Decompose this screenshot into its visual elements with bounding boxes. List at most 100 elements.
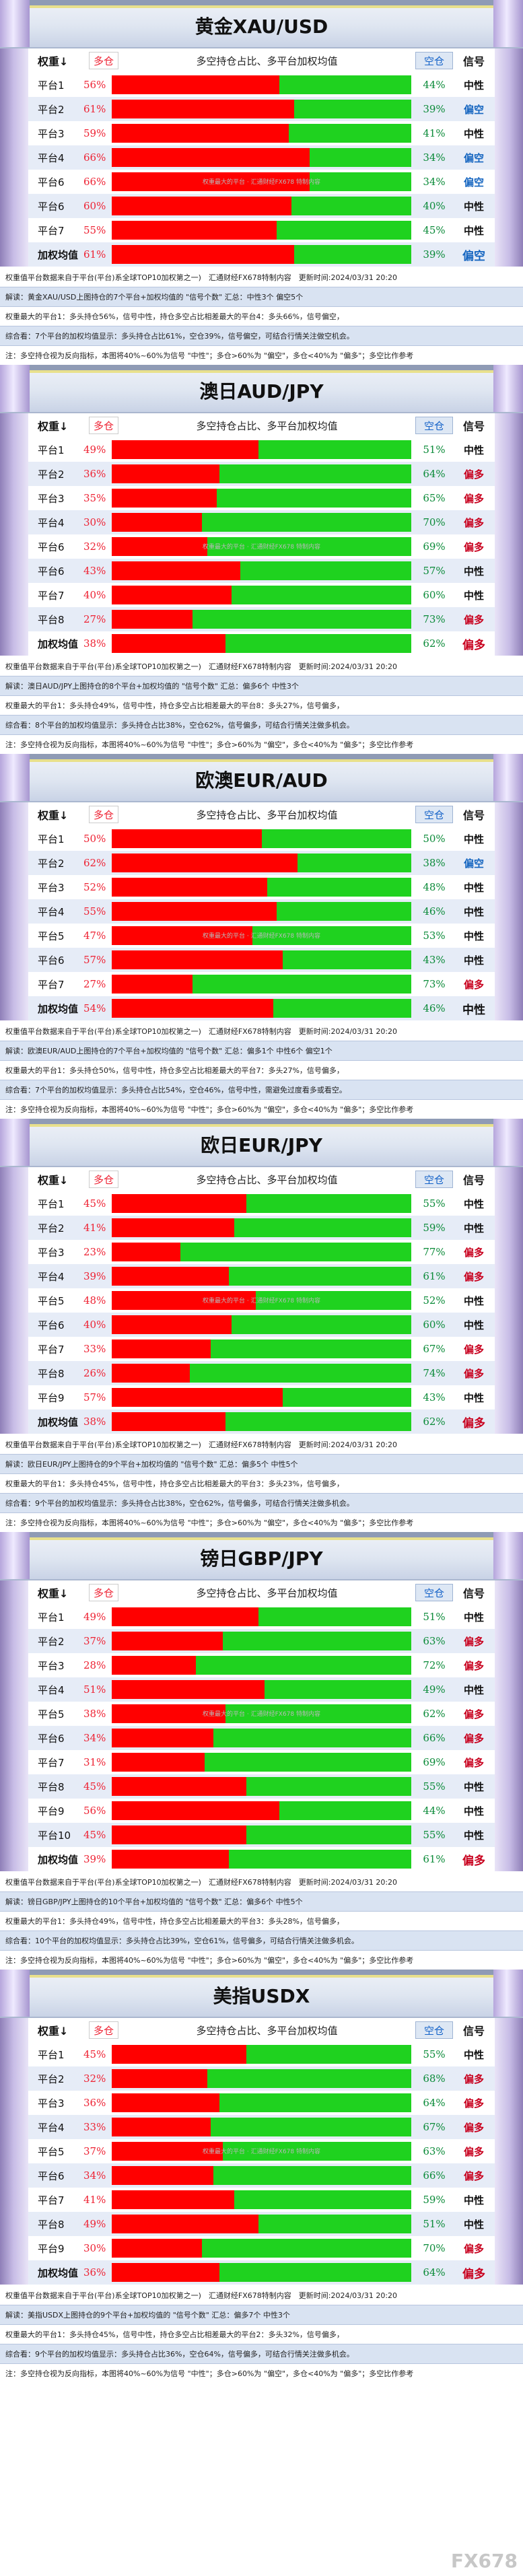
long-percent: 66%	[83, 151, 106, 164]
short-percent: 41%	[423, 127, 446, 139]
signal-label: 偏多	[462, 1854, 485, 1868]
long-percent: 55%	[83, 905, 106, 917]
position-bar	[112, 878, 411, 897]
platform-row: 平台6 43% 57% 中性	[28, 559, 495, 583]
long-percent: 31%	[83, 1756, 106, 1768]
short-bar-segment	[258, 440, 411, 459]
platform-name: 平台5	[38, 1294, 65, 1307]
frame-post-right	[493, 754, 523, 801]
short-bar-segment	[279, 75, 411, 94]
long-percent: 35%	[83, 492, 106, 504]
short-percent: 66%	[423, 1732, 446, 1744]
long-percent: 49%	[83, 1611, 106, 1623]
panel-body: 权重↓ 多仓 多空持仓占比、多平台加权均值 空仓 信号 平台1 50% 50% 中性 平台2 62%…	[0, 802, 523, 1020]
short-percent: 73%	[423, 978, 446, 990]
platform-name: 平台1	[38, 79, 65, 92]
short-bar-segment	[258, 2215, 411, 2233]
panel-body: 权重↓ 多仓 多空持仓占比、多平台加权均值 空仓 信号 平台1 49% 51% 中性 平台2 36%…	[0, 413, 523, 656]
platform-name: 平台8	[38, 2218, 65, 2231]
long-bar-segment	[112, 513, 202, 532]
short-bar-segment	[213, 1729, 411, 1747]
long-bar-segment	[112, 854, 298, 872]
long-percent: 36%	[83, 2266, 106, 2278]
signal-label: 偏多	[463, 2121, 484, 2134]
note-line: 权重最大的平台1：多头持仓45%，信号中性，持仓多空占比相差最大的平台3：多头2…	[0, 1474, 523, 1493]
signal-label: 中性	[463, 1611, 484, 1624]
platform-row: 平台8 26% 74% 偏多	[28, 1361, 495, 1385]
frame-strip	[30, 754, 493, 759]
platform-row: 平台4 30% 70% 偏多	[28, 510, 495, 534]
header-long: 多仓	[89, 417, 118, 434]
watermark-text: 权重最大的平台 · 汇通财经FX678 特制内容	[203, 179, 320, 186]
long-bar-segment	[112, 586, 232, 604]
long-bar-segment	[112, 2118, 211, 2136]
short-percent: 68%	[423, 2073, 446, 2085]
signal-label: 中性	[463, 833, 484, 845]
position-bar	[112, 999, 411, 1018]
short-bar-segment	[294, 100, 411, 118]
platform-row: 平台2 37% 63% 偏多	[28, 1629, 495, 1653]
platform-name: 平台4	[38, 516, 65, 529]
platform-name: 平台3	[38, 881, 65, 894]
note-text: 综合看：7个平台的加权均值显示：多头持仓占比54%，空仓46%，信号中性，需避免…	[5, 1086, 347, 1094]
short-bar-segment	[222, 1632, 411, 1650]
header-weight-sort[interactable]: 权重↓	[38, 55, 69, 68]
frame-strip	[30, 1119, 493, 1124]
signal-label: 中性	[463, 1222, 484, 1234]
position-bar	[112, 513, 411, 532]
position-bar	[112, 1729, 411, 1747]
platform-row: 平台8 27% 73% 偏多	[28, 607, 495, 631]
long-percent: 57%	[83, 1391, 106, 1403]
weighted-average-label: 加权均值	[38, 2266, 79, 2279]
platform-row: 平台8 45% 55% 中性	[28, 1774, 495, 1799]
long-percent: 27%	[83, 978, 106, 990]
long-bar-segment	[112, 1704, 226, 1723]
signal-label: 偏多	[462, 638, 485, 652]
platform-name: 平台2	[38, 1222, 65, 1234]
header-weight-sort[interactable]: 权重↓	[38, 809, 69, 822]
long-bar-segment	[112, 75, 280, 94]
header-weight-sort[interactable]: 权重↓	[38, 2025, 69, 2038]
signal-label: 偏多	[463, 1708, 484, 1720]
short-percent: 61%	[423, 1270, 446, 1282]
header-weight-sort[interactable]: 权重↓	[38, 1587, 69, 1600]
long-percent: 39%	[83, 1853, 106, 1865]
note-line: 注：多空持仓视为反向指标，本图将40%~60%为信号 "中性"；多仓>60%为 …	[0, 735, 523, 754]
long-bar-segment	[112, 2263, 220, 2282]
platform-name: 平台4	[38, 1683, 65, 1696]
signal-label: 偏多	[463, 2169, 484, 2182]
header-weight-sort[interactable]: 权重↓	[38, 420, 69, 433]
note-line: 权重最大的平台1：多头持仓45%，信号中性，持仓多空占比相差最大的平台2：多头3…	[0, 2325, 523, 2344]
header-weight-sort[interactable]: 权重↓	[38, 1174, 69, 1187]
short-bar-segment	[222, 2142, 411, 2161]
short-percent: 70%	[423, 2242, 446, 2254]
panel-header-frame: 镑日GBP/JPY	[0, 1532, 523, 1580]
position-bar	[112, 975, 411, 994]
short-bar-segment	[309, 148, 411, 167]
header-signal: 信号	[462, 55, 485, 68]
note-text: 解读：欧澳EUR/AUD上图持仓的7个平台+加权均值的 "信号个数" 汇总：偏多…	[5, 1047, 333, 1055]
long-percent: 33%	[83, 2121, 106, 2133]
long-bar-segment	[112, 1339, 211, 1358]
platform-name: 平台6	[38, 954, 65, 967]
platform-row: 平台6 32% 69% 偏多	[28, 534, 495, 559]
long-percent: 49%	[83, 2218, 106, 2230]
header-long: 多仓	[89, 1584, 118, 1601]
report-root: 黄金XAU/USD 权重↓ 多仓 多空持仓占比、多平台加权均值 空仓 信号 平台1 56% 44…	[0, 0, 523, 2378]
position-bar	[112, 2118, 411, 2136]
note-line: 权重最大的平台1：多头持仓56%，信号中性，持仓多空占比相差最大的平台4：多头6…	[0, 307, 523, 326]
signal-label: 偏多	[462, 2267, 485, 2281]
platform-row: 平台5 47% 53% 中性	[28, 924, 495, 948]
note-line: 解读：澳日AUD/JPY上图持仓的8个平台+加权均值的 "信号个数" 汇总：偏多…	[0, 676, 523, 696]
short-percent: 38%	[423, 857, 446, 869]
platform-row: 平台3 52% 48% 中性	[28, 875, 495, 899]
platform-row: 平台8 49% 51% 中性	[28, 2212, 495, 2236]
note-text: 权重最大的平台1：多头持仓49%，信号中性，持仓多空占比相差最大的平台3：多头2…	[5, 1917, 344, 1926]
long-bar-segment	[112, 2166, 214, 2185]
watermark-text: 权重最大的平台 · 汇通财经FX678 特制内容	[203, 544, 320, 551]
header-signal: 信号	[462, 1587, 485, 1600]
header-long: 多仓	[89, 52, 118, 69]
long-bar-segment	[112, 100, 295, 118]
short-percent: 65%	[423, 492, 446, 504]
short-percent: 67%	[423, 2121, 446, 2133]
